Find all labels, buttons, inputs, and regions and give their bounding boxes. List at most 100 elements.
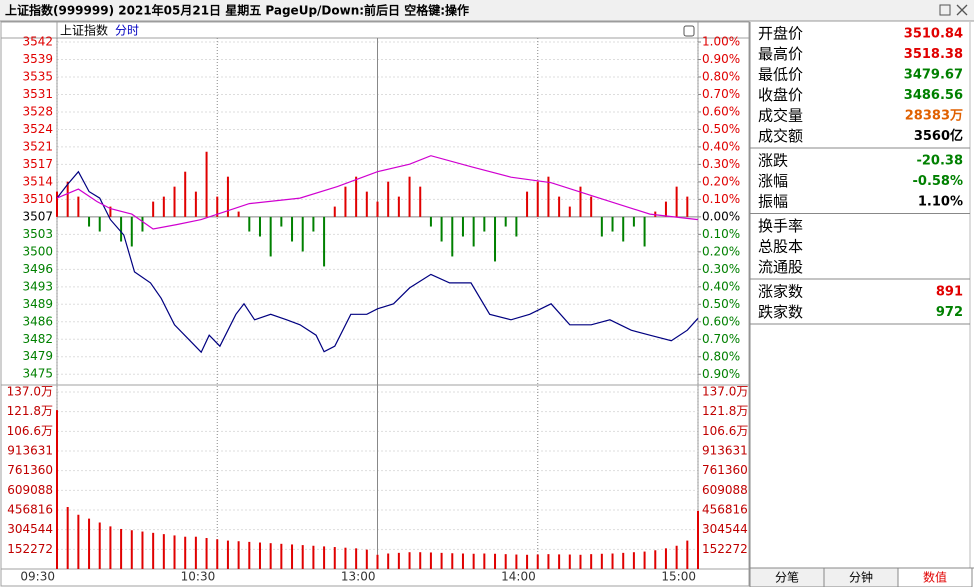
strength-bar xyxy=(397,196,400,217)
volume-tick-label: 609088 xyxy=(7,483,53,497)
y2-tick-label: 0.10% xyxy=(702,192,740,206)
strength-bar xyxy=(173,186,176,217)
y-tick-label: 3521 xyxy=(22,139,53,153)
volume-tick-label: 609088 xyxy=(702,483,748,497)
y2-tick-label: 0.20% xyxy=(702,174,740,188)
info-value: 28383万 xyxy=(905,109,963,124)
volume-bar xyxy=(440,552,443,569)
close-button[interactable] xyxy=(956,4,968,16)
volume-bar xyxy=(291,544,294,569)
x-tick-label: 13:00 xyxy=(341,570,376,584)
volume-bar xyxy=(355,548,358,569)
volume-bar xyxy=(600,553,603,569)
window-title: 上证指数(999999) 2021年05月21日 星期五 PageUp/Down… xyxy=(5,3,469,18)
strength-bar xyxy=(408,176,411,217)
info-label: 成交额 xyxy=(758,127,803,145)
volume-bar xyxy=(568,554,571,569)
tab-label[interactable]: 分钟 xyxy=(849,570,873,585)
volume-bar xyxy=(226,540,229,569)
volume-tick-label: 304544 xyxy=(7,522,53,536)
info-label: 涨家数 xyxy=(758,283,803,301)
volume-bar xyxy=(141,531,144,569)
y-tick-label: 3489 xyxy=(22,297,53,311)
volume-bar xyxy=(547,554,550,569)
y2-tick-label: 0.20% xyxy=(702,244,740,258)
volume-tick-label: 106.6万 xyxy=(702,424,748,438)
volume-tick-label: 913631 xyxy=(7,444,53,458)
title-bar xyxy=(0,0,974,21)
x-tick-label: 09:30 xyxy=(20,570,55,584)
strength-bar xyxy=(269,216,272,257)
strength-bar xyxy=(152,201,155,217)
y-tick-label: 3514 xyxy=(22,174,53,188)
info-value: 891 xyxy=(936,285,963,300)
strength-bar xyxy=(419,186,422,217)
y2-tick-label: 0.90% xyxy=(702,367,740,381)
volume-bar xyxy=(526,554,529,569)
info-label: 跌家数 xyxy=(758,303,803,321)
price-line xyxy=(56,170,699,354)
tab-label[interactable]: 数值 xyxy=(923,570,947,585)
volume-bar xyxy=(312,545,315,569)
volume-bar xyxy=(77,514,80,569)
volume-tick-label: 152272 xyxy=(7,542,53,556)
volume-bar xyxy=(301,545,304,569)
volume-bar xyxy=(632,552,635,569)
volume-bar xyxy=(323,546,326,569)
y2-tick-label: 0.50% xyxy=(702,122,740,136)
strength-bar xyxy=(579,186,582,217)
strength-bar xyxy=(162,196,165,217)
y2-tick-label: 0.40% xyxy=(702,139,740,153)
strength-bar xyxy=(323,216,326,267)
volume-bar xyxy=(483,553,486,569)
y-tick-label: 3500 xyxy=(22,244,53,258)
strength-bar xyxy=(226,176,229,217)
strength-bar xyxy=(643,216,646,247)
volume-bar xyxy=(269,543,272,569)
y-tick-label: 3507 xyxy=(22,209,53,223)
strength-bar xyxy=(66,181,69,217)
tab-label[interactable]: 分笔 xyxy=(775,570,799,585)
tab[interactable] xyxy=(897,567,973,587)
info-label: 振幅 xyxy=(758,193,788,211)
volume-tick-label: 456816 xyxy=(7,503,53,517)
volume-tick-label: 152272 xyxy=(702,542,748,556)
info-label: 开盘价 xyxy=(758,25,803,43)
strength-bar xyxy=(600,216,603,237)
volume-bar xyxy=(558,554,561,569)
y-tick-label: 3539 xyxy=(22,52,53,66)
volume-bar xyxy=(194,536,197,569)
y2-tick-label: 0.80% xyxy=(702,69,740,83)
volume-bar xyxy=(205,538,208,569)
strength-bar xyxy=(312,216,315,232)
volume-bar xyxy=(472,553,475,569)
strength-bar xyxy=(77,196,80,217)
strength-bar xyxy=(504,216,507,227)
strength-bar xyxy=(56,191,58,217)
strength-bar xyxy=(344,186,347,217)
volume-bar xyxy=(248,541,251,569)
settings-icon[interactable] xyxy=(683,25,695,37)
volume-bar xyxy=(590,554,593,569)
strength-bar xyxy=(109,206,112,217)
strength-bar xyxy=(194,191,197,217)
y2-tick-label: 0.10% xyxy=(702,227,740,241)
volume-bar xyxy=(536,554,539,569)
tab-bar: 分笔 分钟 数值 xyxy=(749,567,974,587)
info-value: 3479.67 xyxy=(904,68,963,83)
volume-tick-label: 121.8万 xyxy=(702,404,748,418)
x-tick-label: 14:00 xyxy=(501,570,536,584)
y-tick-label: 3528 xyxy=(22,104,53,118)
maximize-button[interactable] xyxy=(939,4,951,16)
y2-tick-label: 0.60% xyxy=(702,104,740,118)
y2-tick-label: 0.40% xyxy=(702,279,740,293)
strength-bar xyxy=(664,201,667,217)
info-label: 涨幅 xyxy=(758,172,788,190)
volume-bar xyxy=(387,553,390,569)
y-tick-label: 3517 xyxy=(22,157,53,171)
y-tick-label: 3531 xyxy=(22,87,53,101)
strength-bar xyxy=(440,216,443,242)
y2-tick-label: 0.30% xyxy=(702,262,740,276)
y-tick-label: 3486 xyxy=(22,314,53,328)
volume-bar xyxy=(66,507,69,569)
